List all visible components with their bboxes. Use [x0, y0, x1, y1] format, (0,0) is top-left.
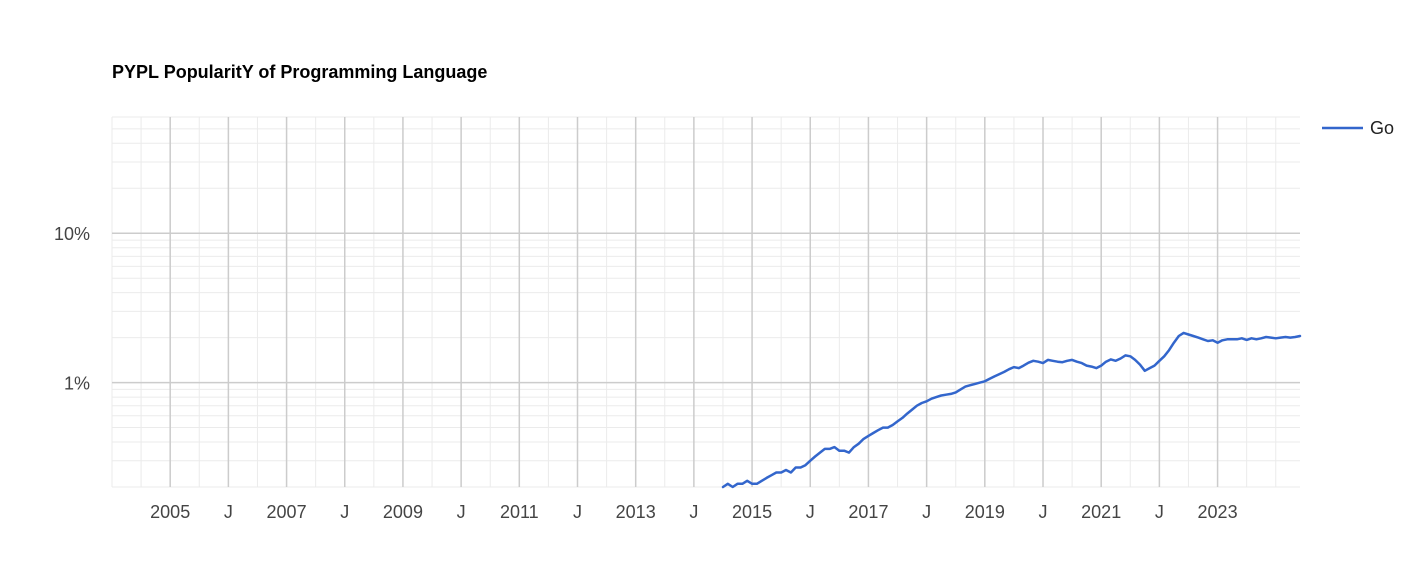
x-tick-label: J — [340, 502, 349, 522]
x-tick-label: J — [1155, 502, 1164, 522]
x-tick-label: 2015 — [732, 502, 772, 522]
series-layer — [721, 331, 1302, 489]
x-tick-label: J — [573, 502, 582, 522]
x-tick-label: J — [457, 502, 466, 522]
x-tick-label: J — [1039, 502, 1048, 522]
x-tick-label: 2011 — [500, 502, 539, 522]
y-axis: 10% 1% — [54, 224, 90, 393]
y-tick-label: 10% — [54, 224, 90, 244]
x-tick-label: 2023 — [1198, 502, 1238, 522]
x-tick-label: J — [922, 502, 931, 522]
series-line-go — [721, 331, 1302, 489]
y-tick-label: 1% — [64, 374, 90, 394]
x-tick-label: 2009 — [383, 502, 423, 522]
plot-background — [112, 117, 1300, 487]
legend: Go — [1322, 118, 1394, 138]
x-tick-label: 2017 — [848, 502, 888, 522]
x-tick-label: 2005 — [150, 502, 190, 522]
x-tick-label: 2019 — [965, 502, 1005, 522]
x-tick-label: 2021 — [1081, 502, 1121, 522]
x-tick-label: 2007 — [267, 502, 307, 522]
legend-label: Go — [1370, 118, 1394, 138]
x-tick-label: J — [689, 502, 698, 522]
chart-title: PYPL PopularitY of Programming Language — [112, 62, 487, 82]
x-tick-label: J — [224, 502, 233, 522]
major-gridlines — [112, 117, 1300, 487]
plot-area — [112, 117, 1300, 487]
x-tick-label: 2013 — [616, 502, 656, 522]
x-tick-label: J — [806, 502, 815, 522]
x-axis: 2005 J 2007 J 2009 J 2011 J 2013 J 2015 J 2017 J 2019 J… — [150, 502, 1237, 522]
